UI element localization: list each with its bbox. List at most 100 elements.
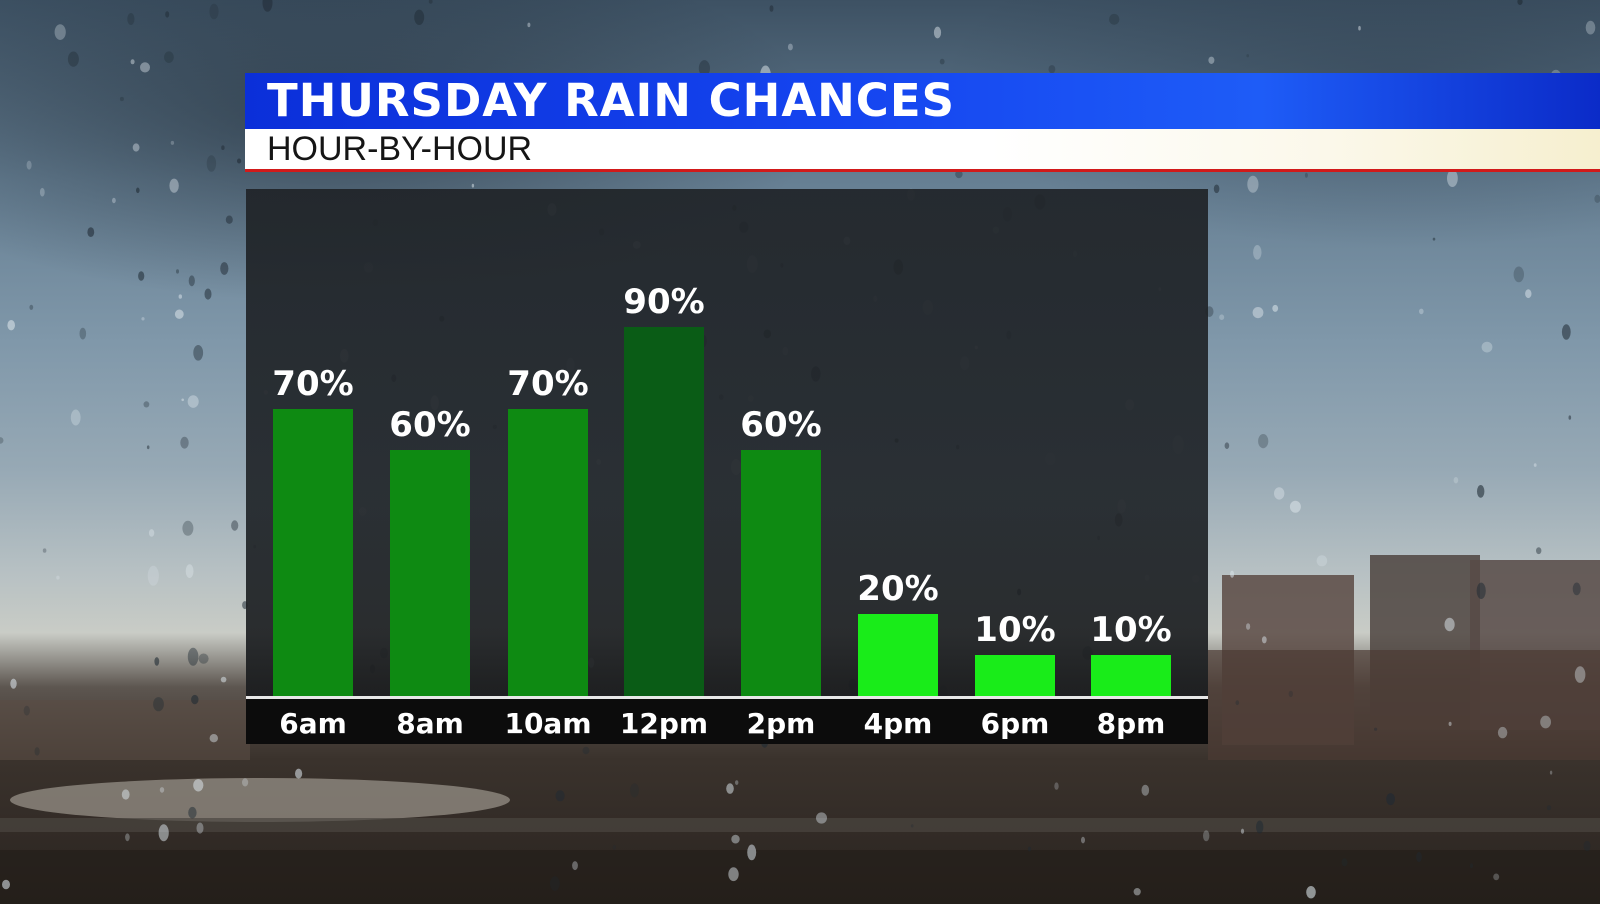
- raindrop: [1252, 307, 1264, 319]
- raindrop: [612, 844, 616, 850]
- raindrop: [127, 13, 135, 25]
- raindrop: [237, 158, 242, 164]
- raindrop: [1497, 726, 1508, 739]
- raindrop: [188, 275, 195, 287]
- x-tick-label-6am: 6am: [279, 707, 347, 740]
- x-tick-label-2pm: 2pm: [747, 707, 816, 740]
- raindrop: [70, 409, 81, 426]
- raindrop: [1261, 636, 1267, 644]
- raindrop: [1289, 500, 1301, 513]
- bar-12pm: [624, 327, 704, 696]
- raindrop: [1453, 477, 1459, 484]
- raindrop: [1203, 830, 1210, 842]
- raindrop: [191, 694, 199, 705]
- raindrop: [1546, 805, 1552, 811]
- raindrop: [121, 789, 130, 800]
- raindrop: [555, 790, 565, 802]
- raindrop: [1027, 846, 1032, 852]
- raindrop: [67, 51, 79, 67]
- raindrop: [7, 320, 15, 331]
- raindrop: [146, 445, 150, 450]
- raindrop: [154, 657, 160, 666]
- raindrop: [1549, 770, 1553, 775]
- raindrop: [79, 327, 87, 340]
- raindrop: [1208, 56, 1215, 64]
- raindrop: [1525, 289, 1532, 299]
- raindrop: [1133, 888, 1141, 896]
- raindrop: [1493, 873, 1500, 881]
- raindrop: [242, 778, 249, 787]
- raindrop: [170, 140, 175, 145]
- raindrop: [169, 178, 179, 193]
- raindrop: [209, 3, 219, 20]
- bar-8am: [390, 450, 470, 696]
- raindrop: [143, 401, 150, 408]
- raindrop: [787, 43, 793, 51]
- foreground: [0, 850, 1600, 904]
- raindrop: [1540, 715, 1551, 729]
- raindrop: [1230, 570, 1235, 578]
- raindrop: [1219, 314, 1225, 321]
- raindrop: [1304, 172, 1308, 178]
- raindrop: [39, 187, 45, 197]
- raindrop: [1448, 721, 1452, 727]
- raindrop: [209, 734, 218, 743]
- raindrop: [141, 317, 145, 321]
- raindrop: [182, 520, 194, 536]
- raindrop: [527, 22, 531, 28]
- raindrop: [185, 564, 194, 578]
- raindrop: [1477, 485, 1485, 498]
- raindrop: [1481, 341, 1493, 353]
- raindrop: [0, 437, 4, 444]
- raindrop: [1274, 487, 1285, 500]
- raindrop: [159, 787, 165, 793]
- raindrop: [728, 867, 739, 882]
- data-label-8pm: 10%: [1090, 610, 1171, 650]
- raindrop: [816, 812, 827, 824]
- raindrop: [153, 697, 164, 712]
- raindrop: [193, 345, 204, 361]
- x-tick-label-12pm: 12pm: [620, 707, 708, 740]
- raindrop: [206, 155, 217, 172]
- data-label-12pm: 90%: [623, 282, 704, 322]
- raindrop: [147, 565, 159, 586]
- bridge: [0, 818, 1600, 832]
- raindrop: [130, 59, 135, 65]
- x-tick-label-8am: 8am: [396, 707, 464, 740]
- raindrop: [178, 294, 182, 299]
- raindrop: [1374, 727, 1378, 731]
- raindrop: [572, 861, 578, 871]
- raindrop: [471, 183, 475, 188]
- raindrop: [1594, 194, 1600, 203]
- bar-10am: [508, 409, 588, 696]
- raindrop: [180, 436, 189, 449]
- x-axis-bar: [246, 696, 1208, 744]
- raindrop: [188, 806, 197, 819]
- data-label-8am: 60%: [389, 405, 470, 445]
- raindrop: [119, 96, 124, 102]
- raindrop: [1536, 547, 1542, 555]
- raindrop: [140, 62, 150, 73]
- raindrop: [1306, 886, 1316, 899]
- raindrop: [198, 653, 209, 664]
- raindrop: [1341, 858, 1348, 867]
- bar-2pm: [741, 450, 821, 696]
- raindrop: [231, 520, 239, 531]
- raindrop: [112, 197, 116, 204]
- x-tick-label-8pm: 8pm: [1097, 707, 1166, 740]
- raindrop: [1246, 623, 1251, 630]
- raindrop: [136, 187, 140, 194]
- raindrop: [181, 398, 184, 402]
- x-tick-label-10am: 10am: [504, 707, 591, 740]
- raindrop: [225, 215, 233, 224]
- river-reflection: [10, 778, 510, 822]
- raindrop: [1432, 237, 1436, 241]
- raindrop: [1213, 184, 1220, 194]
- raindrop: [1224, 442, 1230, 450]
- raindrop: [910, 824, 914, 828]
- raindrop: [933, 26, 942, 39]
- raindrop: [1109, 13, 1120, 25]
- raindrop: [1416, 851, 1422, 863]
- raindrop: [220, 262, 229, 275]
- raindrop: [42, 548, 47, 553]
